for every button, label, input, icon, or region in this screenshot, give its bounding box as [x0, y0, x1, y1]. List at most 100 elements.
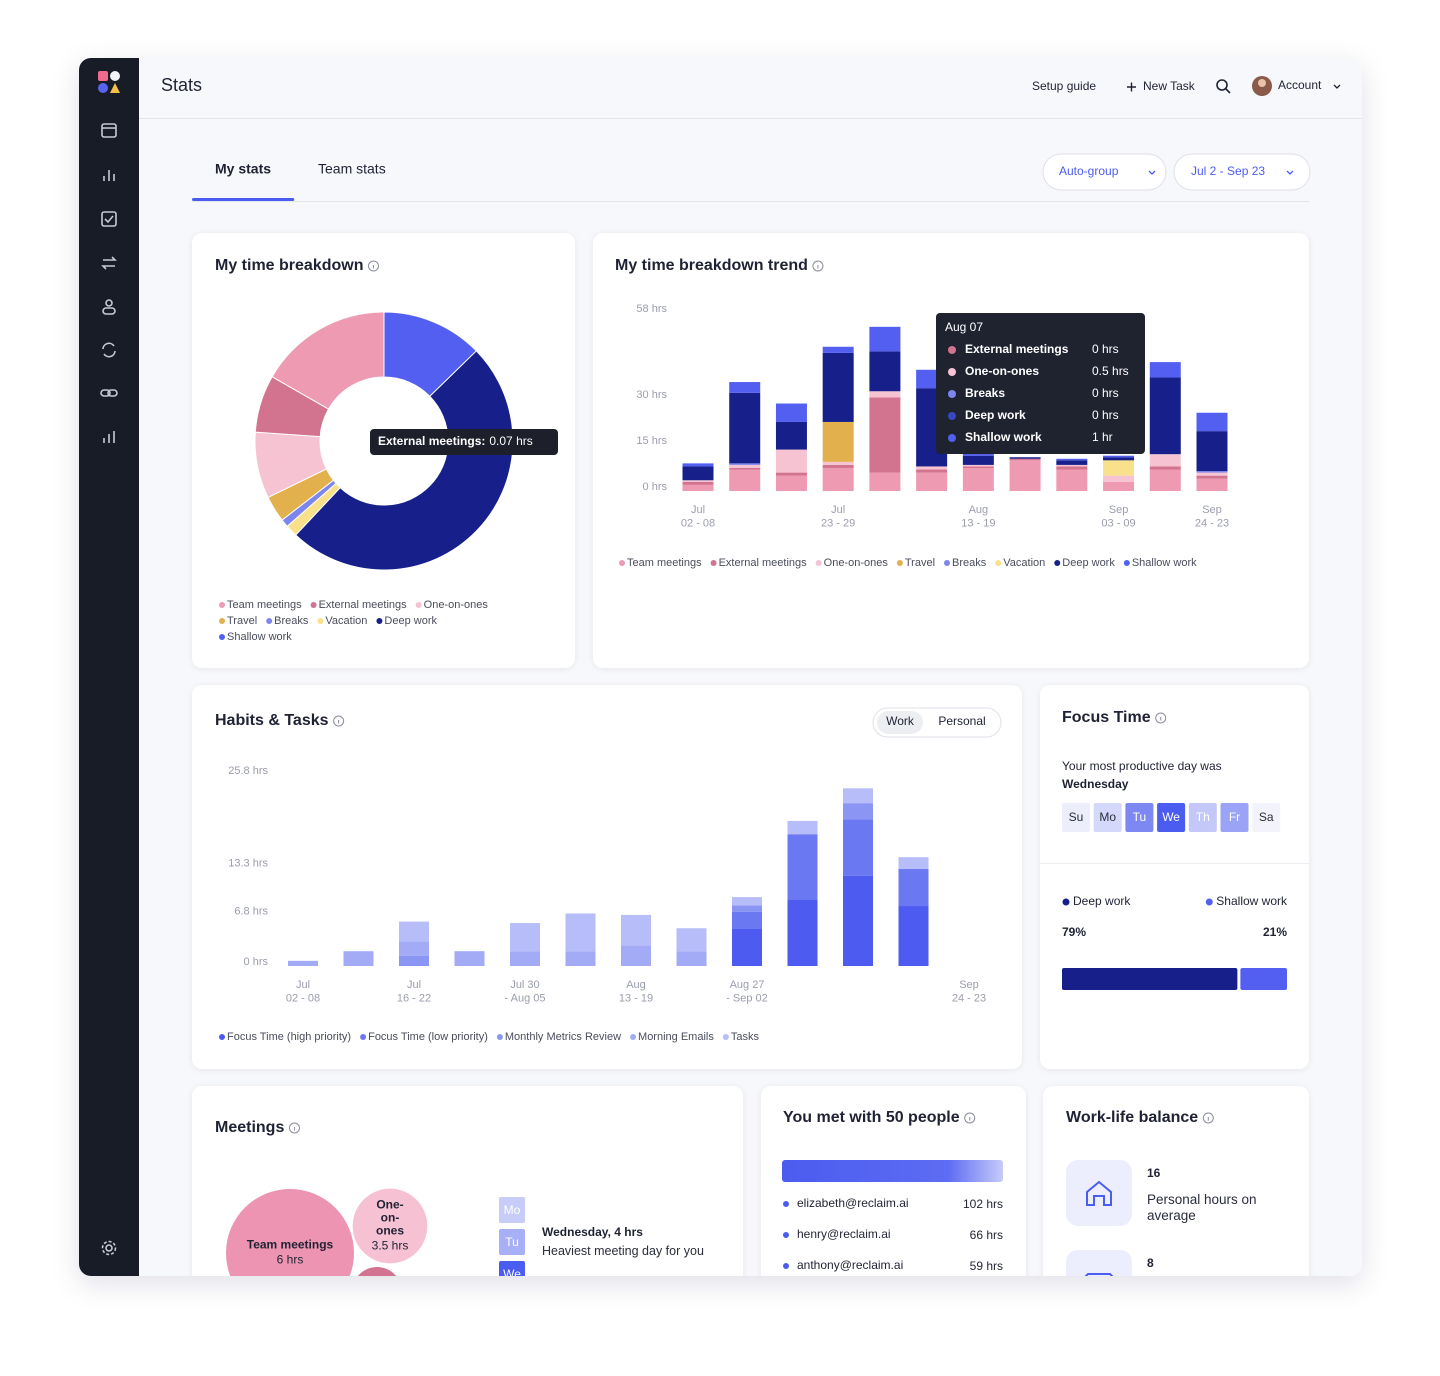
bar-segment	[1196, 471, 1228, 473]
bar-segment	[288, 960, 318, 966]
chevron	[1148, 170, 1156, 175]
new-task-link[interactable]: New Task	[1143, 79, 1196, 93]
info-icon	[964, 1112, 976, 1124]
date-filter[interactable]: Jul 2 - Sep 23	[1191, 164, 1265, 178]
filter-pill[interactable]	[1173, 153, 1311, 191]
day-label: We	[1162, 810, 1180, 824]
filter-pill[interactable]	[1042, 153, 1167, 191]
tooltip-name: One-on-ones	[965, 364, 1039, 378]
bar-segment	[621, 914, 651, 946]
bubble	[226, 1189, 354, 1276]
legend-label: Team meetings	[227, 599, 302, 611]
account-menu[interactable]: Account	[1278, 78, 1322, 92]
legend-label: Monthly Metrics Review	[505, 1031, 621, 1043]
sidebar-icons[interactable]	[100, 123, 118, 1256]
x-tick-label: 02 - 08	[681, 517, 715, 529]
bar-segment	[1149, 454, 1181, 467]
work-life-label: Personal hours on average	[1147, 1192, 1257, 1223]
bar-segment	[775, 472, 807, 476]
day-cell	[1252, 803, 1281, 832]
setup-guide-link[interactable]: Setup guide	[1032, 79, 1096, 93]
meeting-day-label: Tu	[505, 1235, 519, 1249]
bar-segment	[775, 403, 807, 422]
bar-segment	[1196, 472, 1228, 476]
x-tick-label: Jul	[296, 979, 310, 991]
legend-label: External meetings	[319, 599, 408, 611]
bar-segment	[1103, 457, 1135, 461]
x-tick-label: Aug	[969, 504, 989, 516]
person-dot	[783, 1201, 789, 1207]
toggle-option[interactable]: Work	[886, 714, 915, 728]
bar-segment	[822, 346, 854, 353]
legend-dot	[722, 1034, 729, 1040]
day-label: Mo	[1099, 810, 1116, 824]
bubble-label: ones	[376, 1224, 404, 1238]
bar-segment	[1056, 469, 1088, 491]
split-dot	[1205, 898, 1213, 906]
heaviest-note-box: Heaviest meeting day for you	[542, 1244, 704, 1258]
bar-segment	[343, 951, 374, 966]
x-tick-label: - Sep 02	[726, 992, 768, 1004]
bar-segment	[1056, 466, 1088, 470]
legend-label: Focus Time (high priority)	[227, 1031, 351, 1043]
card-title: Focus Time	[1062, 709, 1151, 726]
x-tick-label: Jul 30	[510, 979, 539, 991]
x-tick-label: 24 - 23	[1195, 517, 1229, 529]
meeting-day-label: Mo	[504, 1203, 521, 1217]
bar-segment	[732, 905, 762, 912]
tooltip	[936, 313, 1145, 454]
tooltip-dot	[948, 434, 956, 442]
meeting-day	[499, 1197, 525, 1223]
bar-segment	[869, 391, 901, 398]
person-dot	[783, 1232, 789, 1238]
icon-box	[1066, 1250, 1132, 1276]
bar-segment	[916, 466, 948, 470]
legend-dot	[317, 618, 324, 624]
bar-segment	[682, 481, 714, 485]
legend-dot	[944, 560, 951, 566]
legend-dot	[619, 560, 625, 566]
legend-dot	[360, 1034, 367, 1040]
bar-segment	[621, 945, 651, 966]
legend-dot	[896, 560, 903, 566]
day-cell	[1220, 803, 1249, 832]
bar-segment	[729, 463, 761, 465]
bar-segment	[676, 951, 707, 966]
tooltip-dot	[948, 390, 956, 398]
work-life-label-box: Personal hours on average	[1147, 1192, 1257, 1223]
bar-segment	[732, 928, 762, 966]
x-tick-label: - Aug 05	[505, 992, 546, 1004]
legend-label: Breaks	[274, 615, 309, 627]
avatar-face	[1258, 79, 1266, 87]
bar-segment	[822, 352, 854, 422]
y-tick-label: 25.8 hrs	[228, 765, 268, 777]
y-tick-label: 30 hrs	[636, 389, 667, 401]
split-name: Shallow work	[1216, 894, 1288, 908]
bar-segment	[1103, 455, 1135, 458]
info-icon	[1202, 1112, 1214, 1124]
bar-segment	[898, 906, 929, 966]
tooltip	[370, 429, 558, 455]
tab[interactable]: My stats	[215, 161, 271, 177]
bar-segment	[916, 469, 948, 473]
group-filter[interactable]: Auto-group	[1059, 164, 1119, 178]
bar-segment	[1056, 464, 1088, 467]
legend-label: External meetings	[719, 557, 808, 569]
legend-label: Tasks	[731, 1031, 760, 1043]
day-cell	[1125, 803, 1154, 832]
bar-segment	[1056, 458, 1088, 461]
bar-segment	[510, 923, 540, 952]
person-hours: 59 hrs	[970, 1259, 1003, 1273]
toggle-option[interactable]: Personal	[938, 714, 985, 728]
bar-segment	[869, 351, 901, 392]
tab[interactable]: Team stats	[318, 161, 386, 177]
search-icon[interactable]	[1216, 79, 1231, 94]
legend-dot	[415, 602, 422, 608]
bar-segment	[843, 875, 873, 966]
bubble-label: on-	[381, 1211, 400, 1225]
card-title: My time breakdown trend	[615, 257, 808, 274]
bar-segment	[682, 466, 714, 481]
bar-segment	[1009, 460, 1041, 491]
tooltip-label: External meetings:	[378, 434, 485, 448]
